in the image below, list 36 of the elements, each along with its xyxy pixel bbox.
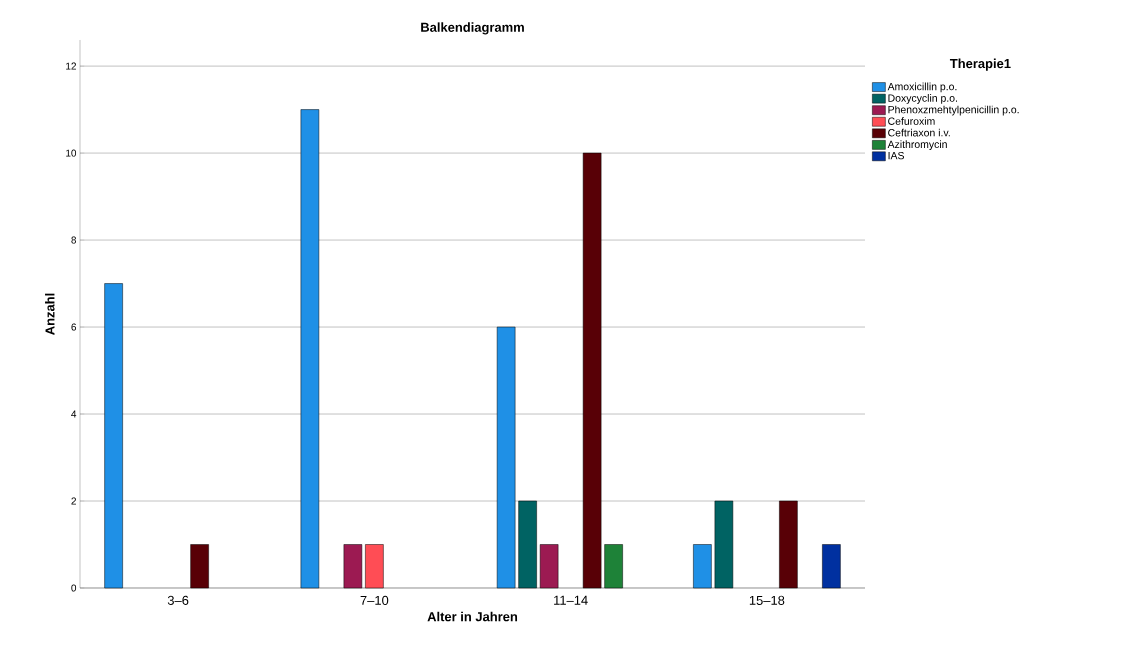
y-tick-label: 12 [66,62,76,70]
legend-label: IAS [888,151,904,160]
y-tick-label: 8 [71,236,77,244]
bar [539,544,559,589]
legend-label: Amoxicillin p.o. [887,82,957,93]
bar [518,500,537,589]
y-tick-label: 6 [71,323,77,331]
bar [343,544,363,589]
x-tick-label: 7–10 [360,595,389,605]
legend-title: Therapie1 [949,58,1011,71]
bar [365,544,384,589]
bar [496,326,516,589]
x-tick-label: 3–6 [167,595,189,605]
x-tick-label: 15–18 [749,595,785,605]
bar [714,500,734,589]
y-axis-title: Anzahl [45,293,55,335]
x-tick-label: 11–14 [554,595,588,605]
bar [582,152,602,589]
x-axis-title: Alter in Jahren [427,611,518,622]
legend-label: Azithromycin [887,140,947,151]
legend-label: Ceftriaxon i.v. [888,128,950,137]
y-tick-label: 4 [71,410,77,418]
chart-title: Balkendiagramm [421,22,524,35]
y-tick-label: 10 [66,149,77,157]
bar [693,544,712,589]
bar [300,109,320,589]
y-tick-label: 0 [71,584,77,592]
bar [779,500,798,589]
legend-label: Phenoxzmehtylpenicillin p.o. [888,105,1019,116]
legend-label: Doxycyclin p.o. [888,94,957,104]
bar [190,544,209,589]
legend-label: Cefuroxim [888,117,935,125]
y-tick-label: 2 [71,497,76,505]
bar [822,544,841,589]
bar [604,544,623,589]
bar [104,283,123,589]
